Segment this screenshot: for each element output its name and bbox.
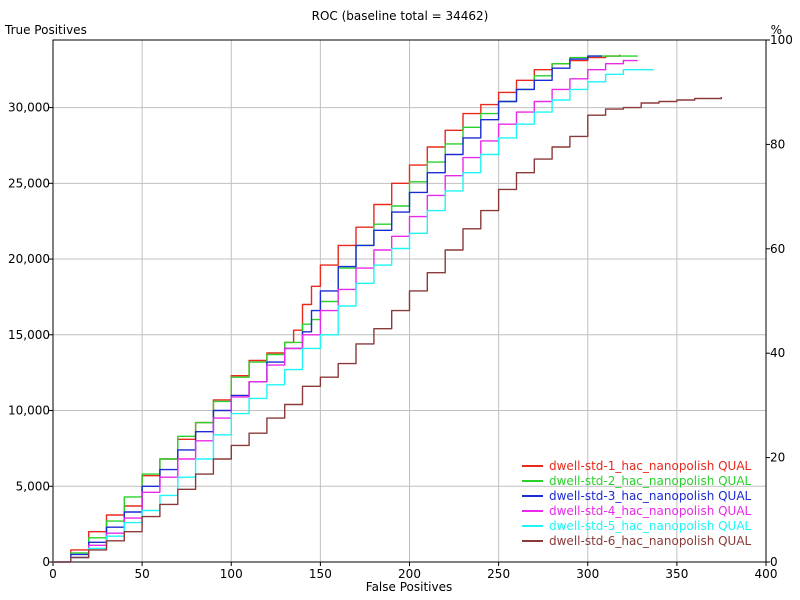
y2-tick-label: 0 bbox=[770, 555, 778, 569]
series-line-4 bbox=[53, 59, 638, 563]
y-tick-label: 15,000 bbox=[8, 328, 50, 342]
y2-tick-label: 40 bbox=[770, 346, 785, 360]
x-tick-label: 0 bbox=[49, 567, 57, 581]
axis-ticks: 0 50 100 150 200 250 300 350 40005,00010,00015,0… bbox=[8, 33, 793, 581]
x-tick-label: 400 bbox=[755, 567, 778, 581]
y-tick-label: 10,000 bbox=[8, 404, 50, 418]
x-tick-label: 50 bbox=[134, 567, 149, 581]
legend-label-3: dwell-std-3_hac_nanopolish QUAL bbox=[549, 489, 752, 503]
legend-label-2: dwell-std-2_hac_nanopolish QUAL bbox=[549, 474, 752, 488]
y2-axis-label: % bbox=[771, 23, 782, 37]
x-tick-label: 100 bbox=[220, 567, 243, 581]
legend-label-1: dwell-std-1_hac_nanopolish QUAL bbox=[549, 459, 752, 473]
x-tick-label: 150 bbox=[309, 567, 332, 581]
series-lines bbox=[53, 54, 723, 563]
chart-title: ROC (baseline total = 34462) bbox=[312, 9, 489, 23]
series-line-3 bbox=[53, 55, 602, 563]
series-line-5 bbox=[53, 69, 654, 563]
legend-label-6: dwell-std-6_hac_nanopolish QUAL bbox=[549, 534, 752, 548]
y2-tick-label: 100 bbox=[770, 33, 793, 47]
y-tick-label: 20,000 bbox=[8, 252, 50, 266]
x-tick-label: 250 bbox=[487, 567, 510, 581]
y2-tick-label: 80 bbox=[770, 137, 785, 151]
x-tick-label: 200 bbox=[398, 567, 421, 581]
y-axis-label: True Positives bbox=[4, 23, 87, 37]
series-line-6 bbox=[53, 97, 723, 563]
x-tick-label: 350 bbox=[665, 567, 688, 581]
x-tick-label: 300 bbox=[576, 567, 599, 581]
y2-tick-label: 60 bbox=[770, 242, 785, 256]
y-tick-label: 5,000 bbox=[16, 479, 50, 493]
legend-label-5: dwell-std-5_hac_nanopolish QUAL bbox=[549, 519, 752, 533]
y-tick-label: 0 bbox=[42, 555, 50, 569]
y2-tick-label: 20 bbox=[770, 451, 785, 465]
legend: dwell-std-1_hac_nanopolish QUALdwell-std… bbox=[522, 459, 752, 548]
y-tick-label: 25,000 bbox=[8, 176, 50, 190]
y-tick-label: 30,000 bbox=[8, 101, 50, 115]
legend-label-4: dwell-std-4_hac_nanopolish QUAL bbox=[549, 504, 752, 518]
x-axis-label: False Positives bbox=[366, 580, 452, 594]
